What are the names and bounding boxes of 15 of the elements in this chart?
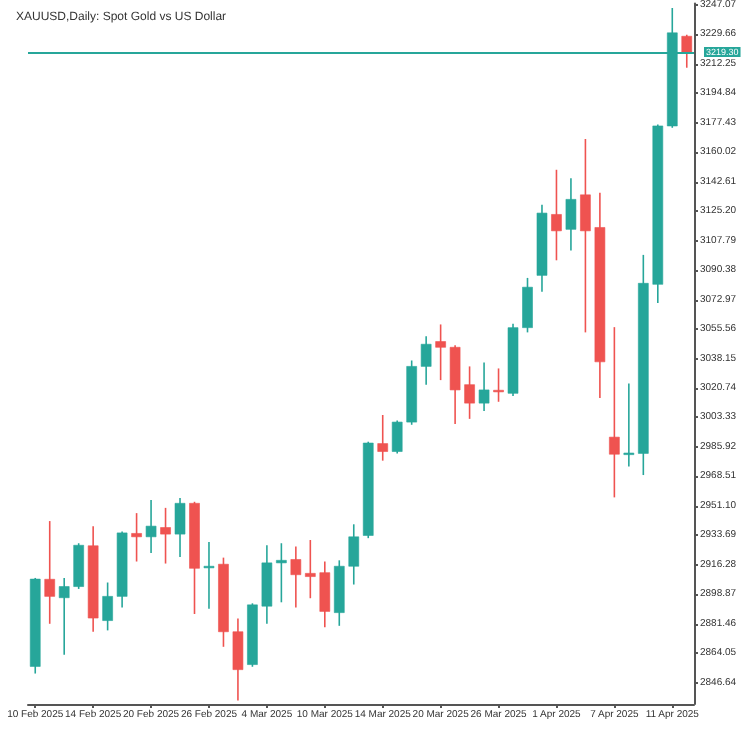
candlestick <box>609 326 620 499</box>
candlestick <box>565 177 577 252</box>
candlestick <box>377 414 389 462</box>
candlestick <box>203 541 215 610</box>
candlestick <box>174 497 186 558</box>
candlestick <box>420 335 432 386</box>
candlestick <box>623 382 635 468</box>
candlestick <box>493 367 504 403</box>
candlestick <box>160 507 171 565</box>
candlestick <box>44 520 56 625</box>
candlestick <box>551 168 562 262</box>
candlestick <box>145 499 157 554</box>
candlestick <box>478 361 490 412</box>
candlestick <box>290 545 302 609</box>
candlestick <box>131 512 142 563</box>
